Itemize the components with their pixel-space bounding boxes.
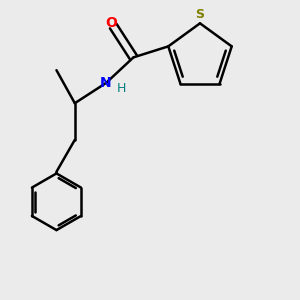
Text: H: H <box>116 82 126 94</box>
Text: N: N <box>100 76 112 90</box>
Text: S: S <box>196 8 205 22</box>
Text: O: O <box>106 16 118 30</box>
